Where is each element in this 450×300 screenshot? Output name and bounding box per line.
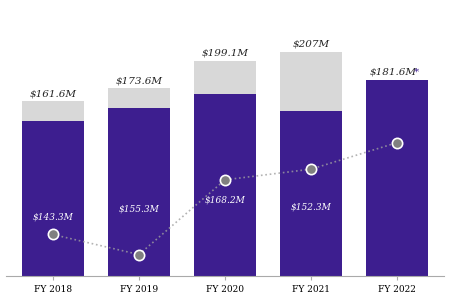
Text: $161.6M: $161.6M [29,89,76,98]
Bar [280,111,342,276]
Text: $168.2M: $168.2M [205,195,245,204]
Text: $152.3M: $152.3M [291,202,332,211]
Text: $173.6M: $173.6M [116,76,162,85]
Bar [108,108,170,276]
Bar [194,61,256,94]
Point [50,232,57,237]
Point [135,252,143,257]
Text: $181.6M: $181.6M [369,68,416,76]
Point [221,177,229,182]
Text: *: * [414,68,418,76]
Text: $199.1M: $199.1M [202,49,248,58]
Point [393,140,400,145]
Bar [280,52,342,111]
Bar [366,80,428,276]
Text: $155.3M: $155.3M [118,205,159,214]
Bar [194,94,256,276]
Bar [22,101,84,121]
Point [307,167,315,172]
Text: $143.3M: $143.3M [32,213,73,222]
Bar [108,88,170,108]
Bar [22,121,84,276]
Text: $207M: $207M [292,40,329,49]
